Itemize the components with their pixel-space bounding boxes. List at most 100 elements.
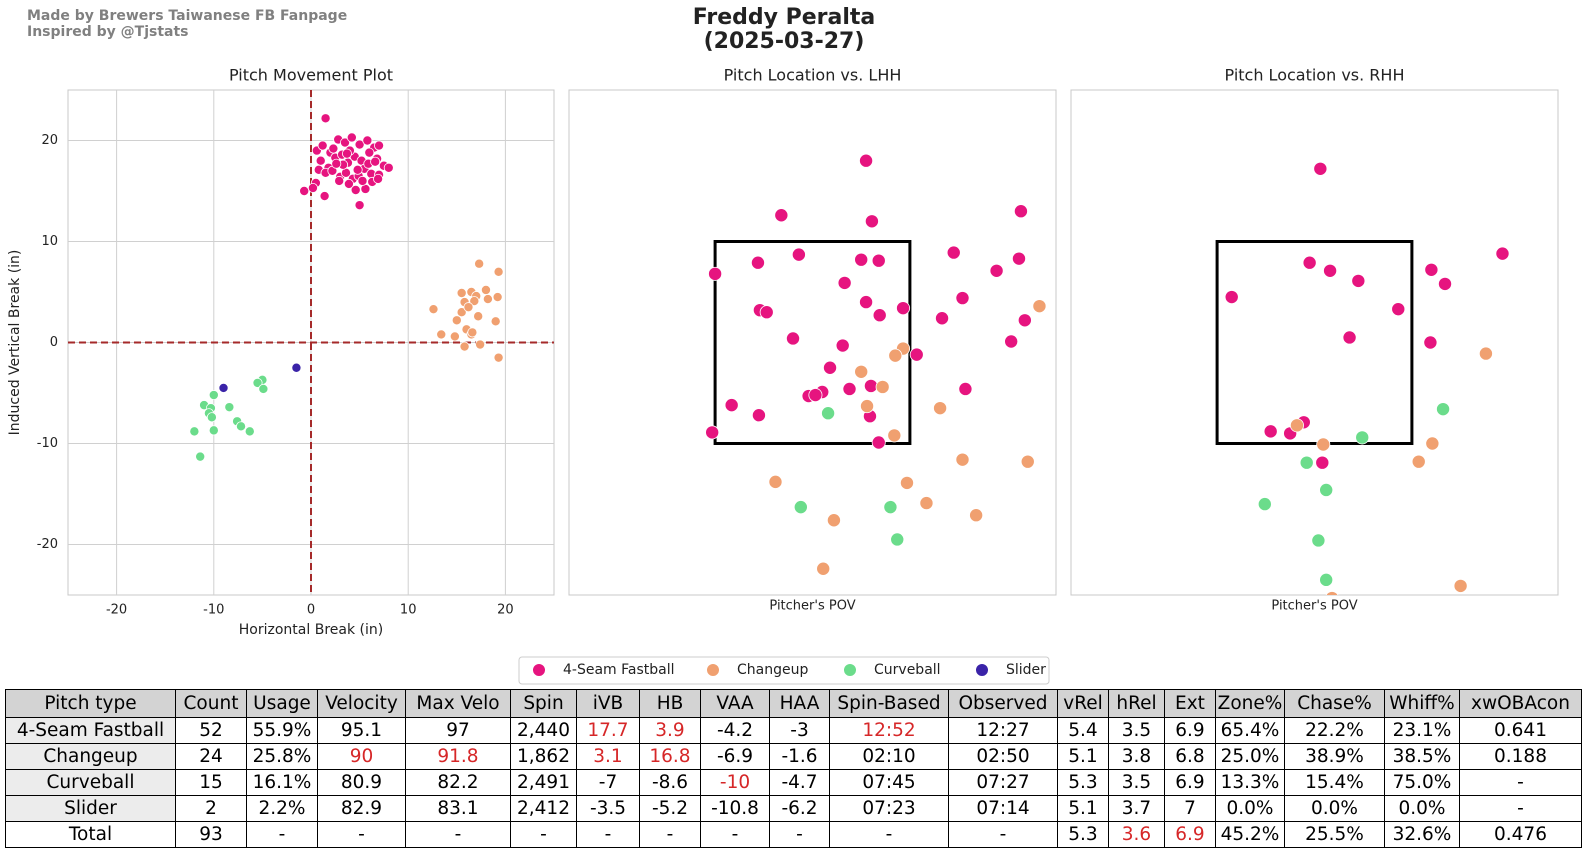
x-tick-label: 0 xyxy=(307,603,315,618)
point xyxy=(317,140,328,151)
point xyxy=(354,139,365,150)
point xyxy=(1425,436,1440,451)
x-tick-label: -10 xyxy=(203,603,224,618)
table-cell: 3.5 xyxy=(1108,769,1165,796)
point xyxy=(1302,255,1317,270)
table-cell: 45.2% xyxy=(1215,821,1285,848)
point xyxy=(705,425,720,440)
point xyxy=(1313,161,1328,176)
point xyxy=(708,266,723,281)
point xyxy=(1032,299,1047,314)
point xyxy=(821,406,836,421)
table-cell: 0.0% xyxy=(1384,795,1460,822)
table-cell: Slider xyxy=(5,795,176,822)
table-cell: 6.9 xyxy=(1164,821,1216,848)
table-cell: - xyxy=(769,821,830,848)
column-header: Zone% xyxy=(1215,689,1285,718)
point xyxy=(859,295,874,310)
point xyxy=(935,311,950,326)
point xyxy=(871,435,886,450)
table-cell: 07:27 xyxy=(948,769,1058,796)
table-cell: 95.1 xyxy=(317,717,406,744)
point xyxy=(1004,334,1019,349)
plot-title: Pitch Movement Plot xyxy=(229,66,393,85)
point xyxy=(456,307,467,318)
point xyxy=(890,532,905,547)
table-cell: 2 xyxy=(175,795,247,822)
point xyxy=(875,379,890,394)
column-header: vRel xyxy=(1057,689,1109,718)
table-cell: 52 xyxy=(175,717,247,744)
point xyxy=(341,148,352,159)
table-cell: 82.9 xyxy=(317,795,406,822)
table-cell: 80.9 xyxy=(317,769,406,796)
table-cell: -7 xyxy=(576,769,640,796)
point xyxy=(872,308,887,323)
column-header: Usage xyxy=(246,689,318,718)
column-header: Chase% xyxy=(1284,689,1385,718)
point xyxy=(909,347,924,362)
table-cell: - xyxy=(829,821,949,848)
legend-frame xyxy=(518,656,1050,685)
point xyxy=(340,137,351,148)
legend-marker xyxy=(532,663,546,677)
point xyxy=(854,252,869,267)
point xyxy=(1323,263,1338,278)
point xyxy=(428,304,439,315)
point xyxy=(463,302,474,313)
point xyxy=(208,390,219,401)
table-cell: 15.4% xyxy=(1284,769,1385,796)
point xyxy=(859,153,874,168)
plot-frame xyxy=(568,89,1057,596)
point xyxy=(1438,276,1453,291)
strike-zone xyxy=(1215,240,1414,445)
table-cell: 16.8 xyxy=(639,743,701,770)
point xyxy=(346,132,357,143)
point xyxy=(823,360,838,375)
point xyxy=(451,315,462,326)
column-header: xwOBAcon xyxy=(1459,689,1582,718)
column-header: Velocity xyxy=(317,689,406,718)
point xyxy=(808,388,823,403)
table-cell: 15 xyxy=(175,769,247,796)
point xyxy=(854,364,869,379)
table-cell: 4-Seam Fastball xyxy=(5,717,176,744)
table-cell: 93 xyxy=(175,821,247,848)
table-cell: 97 xyxy=(405,717,511,744)
point xyxy=(469,296,480,307)
point xyxy=(793,500,808,515)
table-cell: 23.1% xyxy=(1384,717,1460,744)
point xyxy=(1495,246,1510,261)
point xyxy=(319,191,330,202)
table-cell: - xyxy=(317,821,406,848)
table-cell: 25.0% xyxy=(1215,743,1285,770)
point xyxy=(374,140,385,151)
point xyxy=(871,253,886,268)
point xyxy=(456,288,467,299)
point xyxy=(258,383,269,394)
table-cell: 02:50 xyxy=(948,743,1058,770)
table-cell: 07:14 xyxy=(948,795,1058,822)
point xyxy=(933,401,948,416)
point xyxy=(1315,455,1330,470)
points xyxy=(705,153,1047,576)
point xyxy=(1289,418,1304,433)
point xyxy=(459,341,470,352)
y-tick-label: 0 xyxy=(50,335,58,350)
legend-label: Curveball xyxy=(874,662,941,678)
table-row: Curveball 15 16.1% 80.9 82.2 2,491 -7 -8.6 -10 -4… xyxy=(5,769,1582,796)
table-cell: Total xyxy=(5,821,176,848)
table-cell: - xyxy=(246,821,318,848)
table-cell: 3.7 xyxy=(1108,795,1165,822)
point xyxy=(299,185,310,196)
point xyxy=(208,425,219,436)
point xyxy=(436,329,447,340)
column-header: Count xyxy=(175,689,247,718)
credit: Inspired by @Tjstats xyxy=(27,24,189,40)
table-row: Slider 2 2.2% 82.9 83.1 2,412 -3.5 -5.2 -10.8 -6.… xyxy=(5,795,1582,822)
table-cell: Changeup xyxy=(5,743,176,770)
point xyxy=(244,426,255,437)
table-cell: 12:52 xyxy=(829,717,949,744)
table-cell: 5.3 xyxy=(1057,769,1109,796)
plot-title: Pitch Location vs. RHH xyxy=(1225,66,1405,85)
